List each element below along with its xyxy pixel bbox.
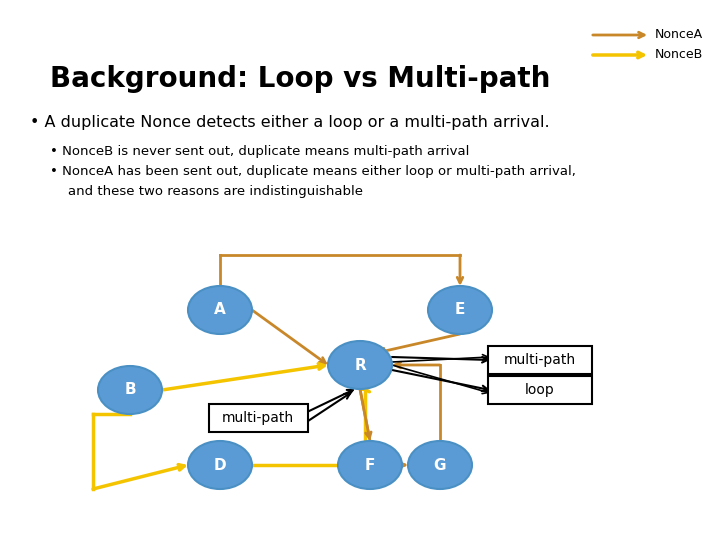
Text: E: E	[455, 302, 465, 318]
Text: D: D	[214, 457, 226, 472]
Text: R: R	[354, 357, 366, 373]
FancyBboxPatch shape	[488, 346, 592, 374]
Text: multi-path: multi-path	[504, 353, 576, 367]
Text: • A duplicate Nonce detects either a loop or a multi-path arrival.: • A duplicate Nonce detects either a loo…	[30, 115, 549, 130]
Text: • NonceB is never sent out, duplicate means multi-path arrival: • NonceB is never sent out, duplicate me…	[50, 145, 469, 158]
Text: F: F	[365, 457, 375, 472]
Text: NonceA: NonceA	[655, 29, 703, 42]
Ellipse shape	[408, 441, 472, 489]
Text: B: B	[124, 382, 136, 397]
Ellipse shape	[428, 286, 492, 334]
Ellipse shape	[328, 341, 392, 389]
Text: Background: Loop vs Multi-path: Background: Loop vs Multi-path	[50, 65, 550, 93]
Text: G: G	[433, 457, 446, 472]
Text: multi-path: multi-path	[222, 411, 294, 425]
Text: NonceB: NonceB	[655, 49, 703, 62]
Text: A: A	[214, 302, 226, 318]
FancyBboxPatch shape	[488, 376, 592, 404]
FancyBboxPatch shape	[209, 404, 308, 432]
Text: loop: loop	[525, 383, 555, 397]
Text: and these two reasons are indistinguishable: and these two reasons are indistinguisha…	[68, 185, 363, 198]
Ellipse shape	[98, 366, 162, 414]
Ellipse shape	[338, 441, 402, 489]
Text: • NonceA has been sent out, duplicate means either loop or multi-path arrival,: • NonceA has been sent out, duplicate me…	[50, 165, 576, 178]
Ellipse shape	[188, 286, 252, 334]
Ellipse shape	[188, 441, 252, 489]
